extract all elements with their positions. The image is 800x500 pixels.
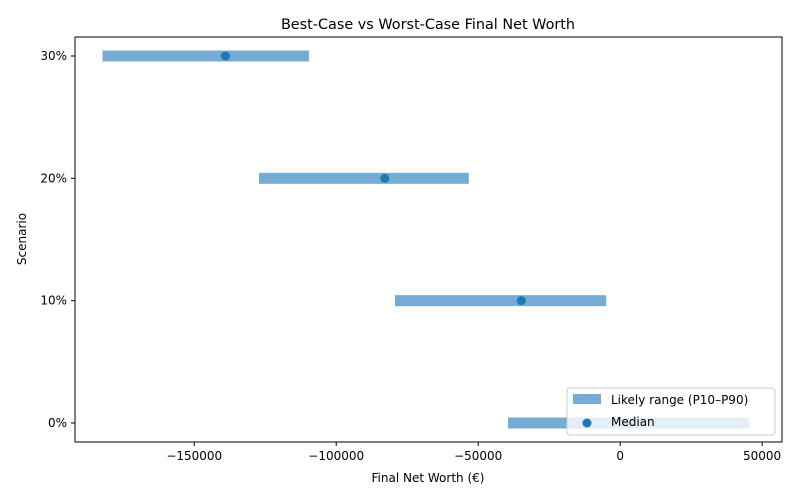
legend: Likely range (P10–P90) Median <box>566 387 776 436</box>
legend-box <box>566 387 776 436</box>
plot-area <box>102 50 750 429</box>
range-bar <box>258 172 469 184</box>
y-axis: 0% 10% 20% 30% <box>40 49 75 430</box>
median-point <box>516 296 526 306</box>
median-dot-icon <box>582 418 592 428</box>
x-tick-label: −100000 <box>308 449 364 463</box>
x-tick-label: −150000 <box>166 449 222 463</box>
legend-label-median: Median <box>611 415 655 429</box>
range-bar-swatch-icon <box>573 394 601 404</box>
x-axis-label: Final Net Worth (€) <box>372 471 485 485</box>
y-tick-label: 20% <box>40 171 67 185</box>
x-tick-label: −50000 <box>454 449 502 463</box>
legend-label-range: Likely range (P10–P90) <box>611 393 748 407</box>
range-bar <box>394 295 607 307</box>
axes-frame <box>74 36 783 443</box>
y-tick-label: 10% <box>40 294 67 308</box>
x-tick-label: 50000 <box>743 449 781 463</box>
y-tick-label: 0% <box>48 416 67 430</box>
median-point <box>380 173 390 183</box>
x-tick-label: 0 <box>616 449 624 463</box>
median-point <box>220 51 230 61</box>
range-bar <box>102 50 309 62</box>
x-axis: −150000 −100000 −50000 0 50000 <box>166 442 781 463</box>
y-axis-label: Scenario <box>15 213 29 265</box>
chart-title: Best-Case vs Worst-Case Final Net Worth <box>281 17 575 33</box>
y-tick-label: 30% <box>40 49 67 63</box>
